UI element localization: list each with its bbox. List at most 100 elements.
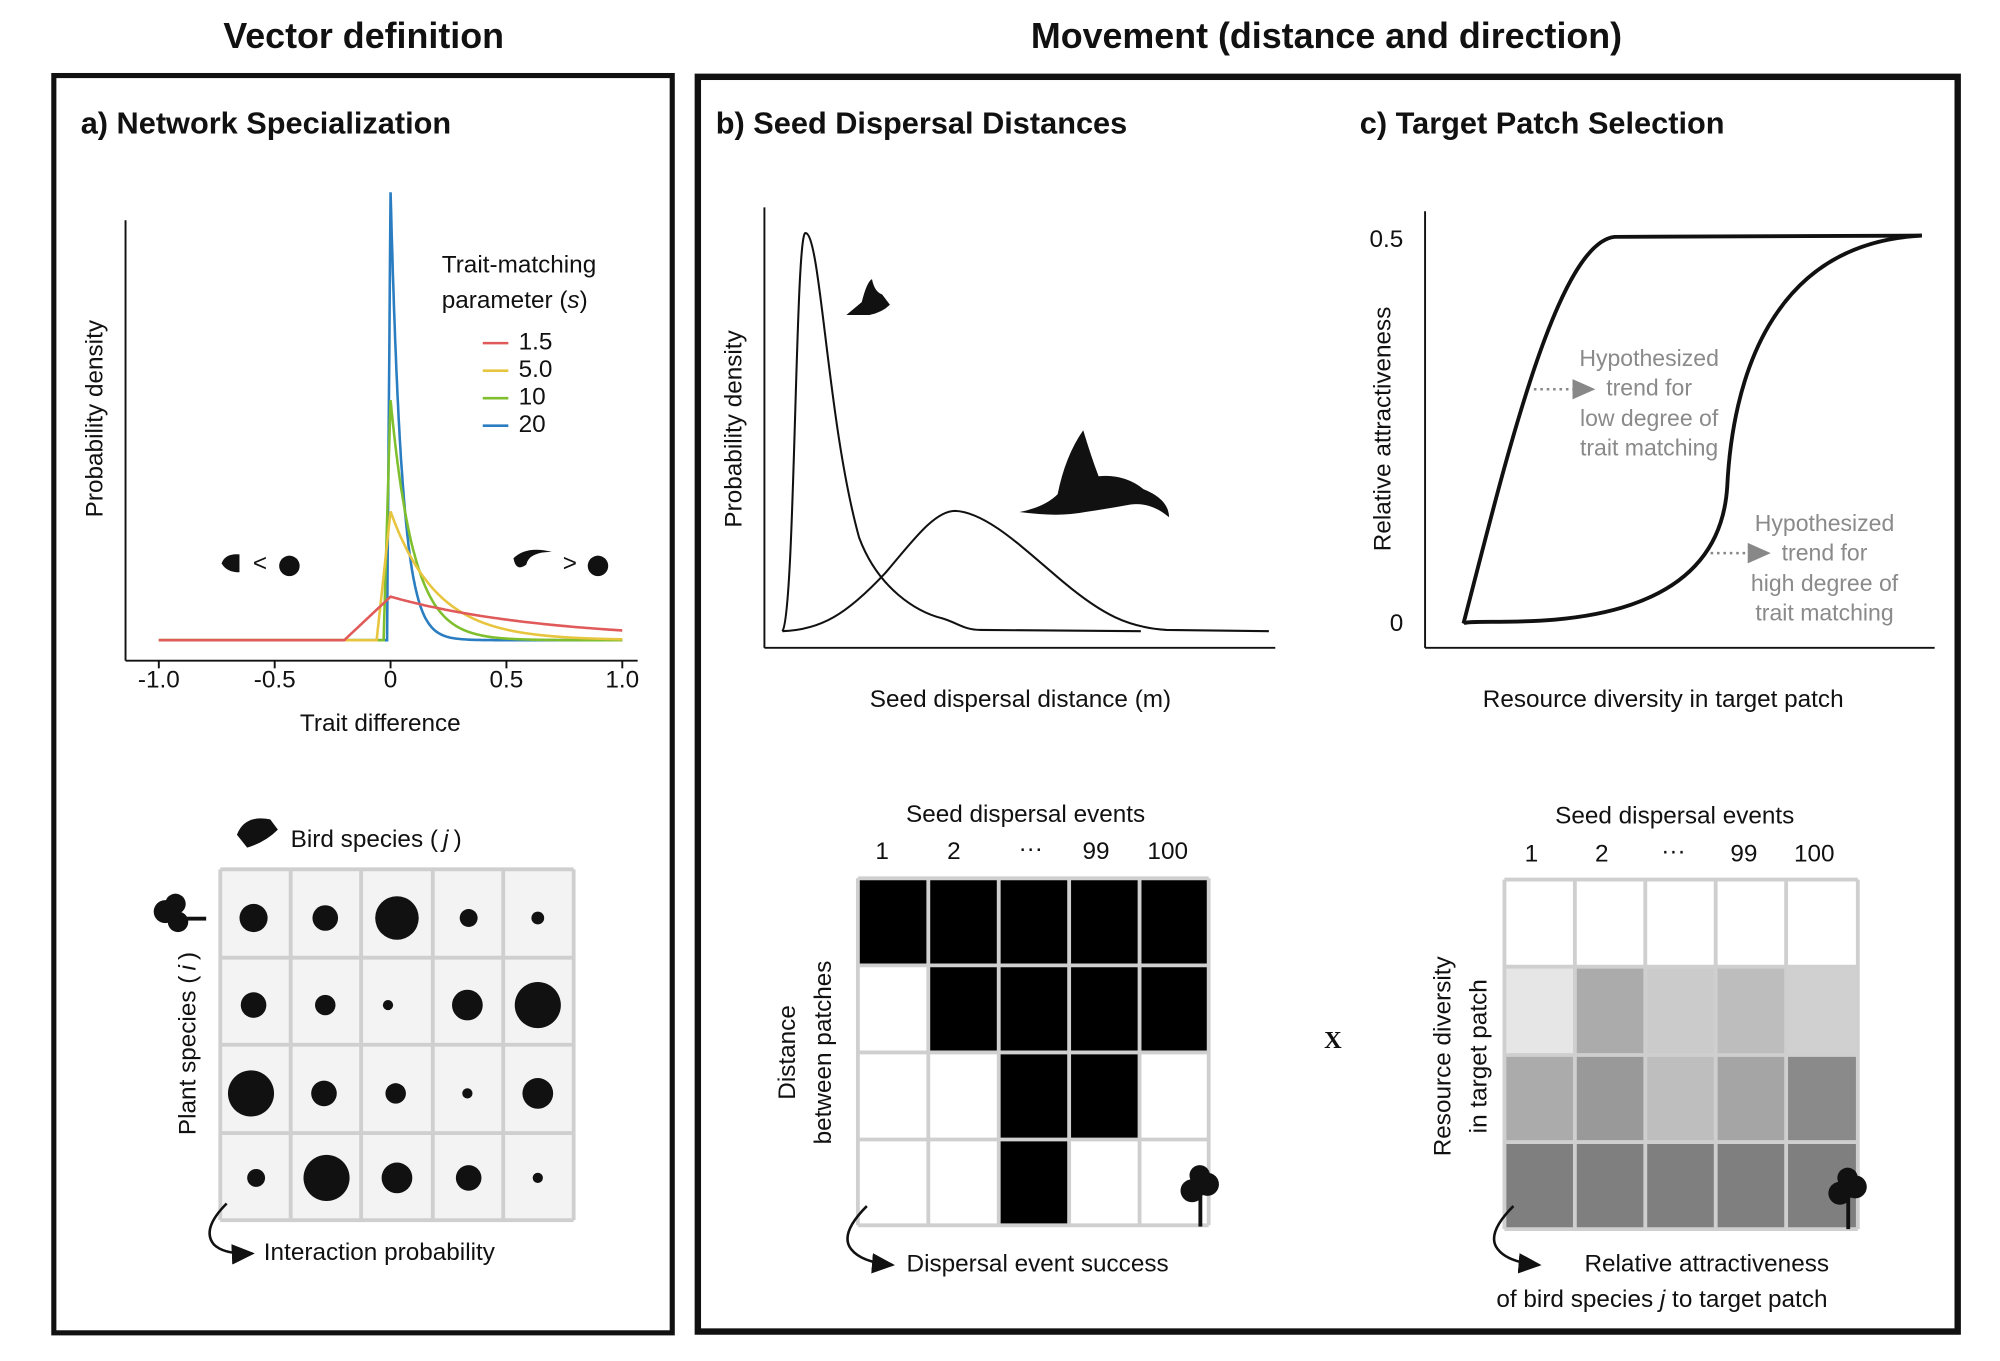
x-tick-label: 1.0 [605,667,639,694]
fruit-icon [279,555,300,577]
text: i [175,964,202,970]
note: Interaction probability [264,1239,496,1266]
text: ) [175,952,202,960]
legend-label: 5.0 [519,356,553,383]
row-label: in target patch [1466,979,1493,1133]
arrow [1492,1205,1542,1274]
annotation: trend for [1782,539,1868,565]
y-tick-label: 0 [1390,610,1404,637]
legend-title: parameter (s) [442,288,588,315]
y-label: Probability density [82,319,109,517]
annotation: trait matching [1580,434,1718,460]
comparison: < [253,550,267,577]
bird-icon [236,818,278,848]
operator: X [1324,1027,1342,1054]
text: parameter ( [442,288,568,315]
row-label: Plant species ( i) [175,952,202,1135]
text: j [440,827,449,854]
arrow [208,1202,255,1265]
col-label: 1 [1525,841,1539,868]
box-bc [694,73,1961,1335]
col-label: 100 [1794,841,1835,868]
legend-label: 10 [519,384,546,411]
comparison: > [563,550,577,577]
note: of bird species j to target patch [1496,1286,1827,1313]
x-tick-label: -1.0 [138,667,180,694]
legend-label: 20 [519,411,546,438]
note: Dispersal event success [907,1250,1169,1277]
annotation: high degree of [1751,570,1899,596]
panel-a-chart: Probability density Trait difference Tra… [82,192,639,737]
density-curve [158,511,623,642]
col-label: 99 [1083,838,1110,865]
dispersal-matrix: Seed dispersal events 1 2 ··· 99 100 Dis… [774,801,1219,1277]
col-label: ··· [1019,836,1043,863]
tree-icon [1180,1165,1219,1227]
annotation: Hypothesized [1755,510,1895,536]
box-a [51,72,675,1336]
tree-icon [153,893,207,933]
row-label: Distance [774,1005,801,1100]
col-label: 100 [1147,838,1188,865]
col-label: 99 [1730,841,1757,868]
note: Relative attractiveness [1584,1250,1829,1277]
x-label: Resource diversity in target patch [1483,686,1844,713]
annotation: trait matching [1755,600,1893,626]
toucan-head-icon [513,549,552,568]
col-label: ··· [1661,838,1685,865]
text: s [567,288,579,315]
attractiveness-matrix: Seed dispersal events 1 2 ··· 99 100 Res… [1430,802,1867,1313]
text: ) [454,827,462,854]
col-label: 1 [875,838,889,865]
x-tick-label: -0.5 [254,667,296,694]
col-label: 2 [1595,841,1609,868]
annotation: Hypothesized [1579,345,1719,371]
text: ) [580,288,588,315]
x-tick-label: 0.5 [490,667,524,694]
matrix-title: Seed dispersal events [906,801,1145,828]
interaction-matrix: Bird species (j) Plant species ( i) Inter… [153,818,576,1266]
col-label: 2 [947,838,961,865]
density-curve [158,595,623,642]
y-label: Probability density [720,329,747,527]
text: of bird species [1496,1286,1660,1313]
text: j [1657,1286,1666,1313]
header-right: Movement (distance and direction) [1031,16,1622,56]
small-bird-icon [846,279,890,315]
legend-label: 1.5 [519,329,553,356]
y-tick-label: 0.5 [1369,226,1403,253]
row-label: Resource diversity [1430,955,1457,1156]
legend-title: Trait-matching [442,252,596,279]
header-left: Vector definition [223,16,504,56]
x-label: Trait difference [300,710,461,737]
row-label: between patches [810,961,837,1145]
text: Plant species ( [175,976,202,1135]
cells [1504,966,1858,1230]
x-label: Seed dispersal distance (m) [870,686,1171,713]
text: Bird species ( [291,827,438,854]
y-label: Relative attractiveness [1370,307,1397,552]
small-bird-icon [221,554,240,573]
annotation: trend for [1606,374,1692,400]
fruit-icon [587,555,609,577]
panel-title: c) Target Patch Selection [1360,106,1725,141]
interaction-dots [227,896,561,1201]
curve-small-bird [781,231,1141,633]
curve-large-bird [782,509,1269,633]
curve-high-matching [1462,233,1922,626]
col-label: Bird species (j) [291,827,462,854]
matrix-grid [218,867,576,1223]
x-tick-label: 0 [384,667,398,694]
matrix-grid [855,876,1211,1228]
tree-icon [1828,1167,1867,1230]
curve-low-matching [1461,233,1922,625]
arrow [846,1205,896,1274]
matrix-title: Seed dispersal events [1555,802,1794,829]
panel-title: a) Network Specialization [81,106,451,141]
text: to target patch [1665,1286,1827,1313]
annotation: low degree of [1580,405,1719,431]
toucan-icon [1019,430,1170,518]
panel-title: b) Seed Dispersal Distances [716,106,1127,141]
matrix-grid [1502,877,1860,1232]
